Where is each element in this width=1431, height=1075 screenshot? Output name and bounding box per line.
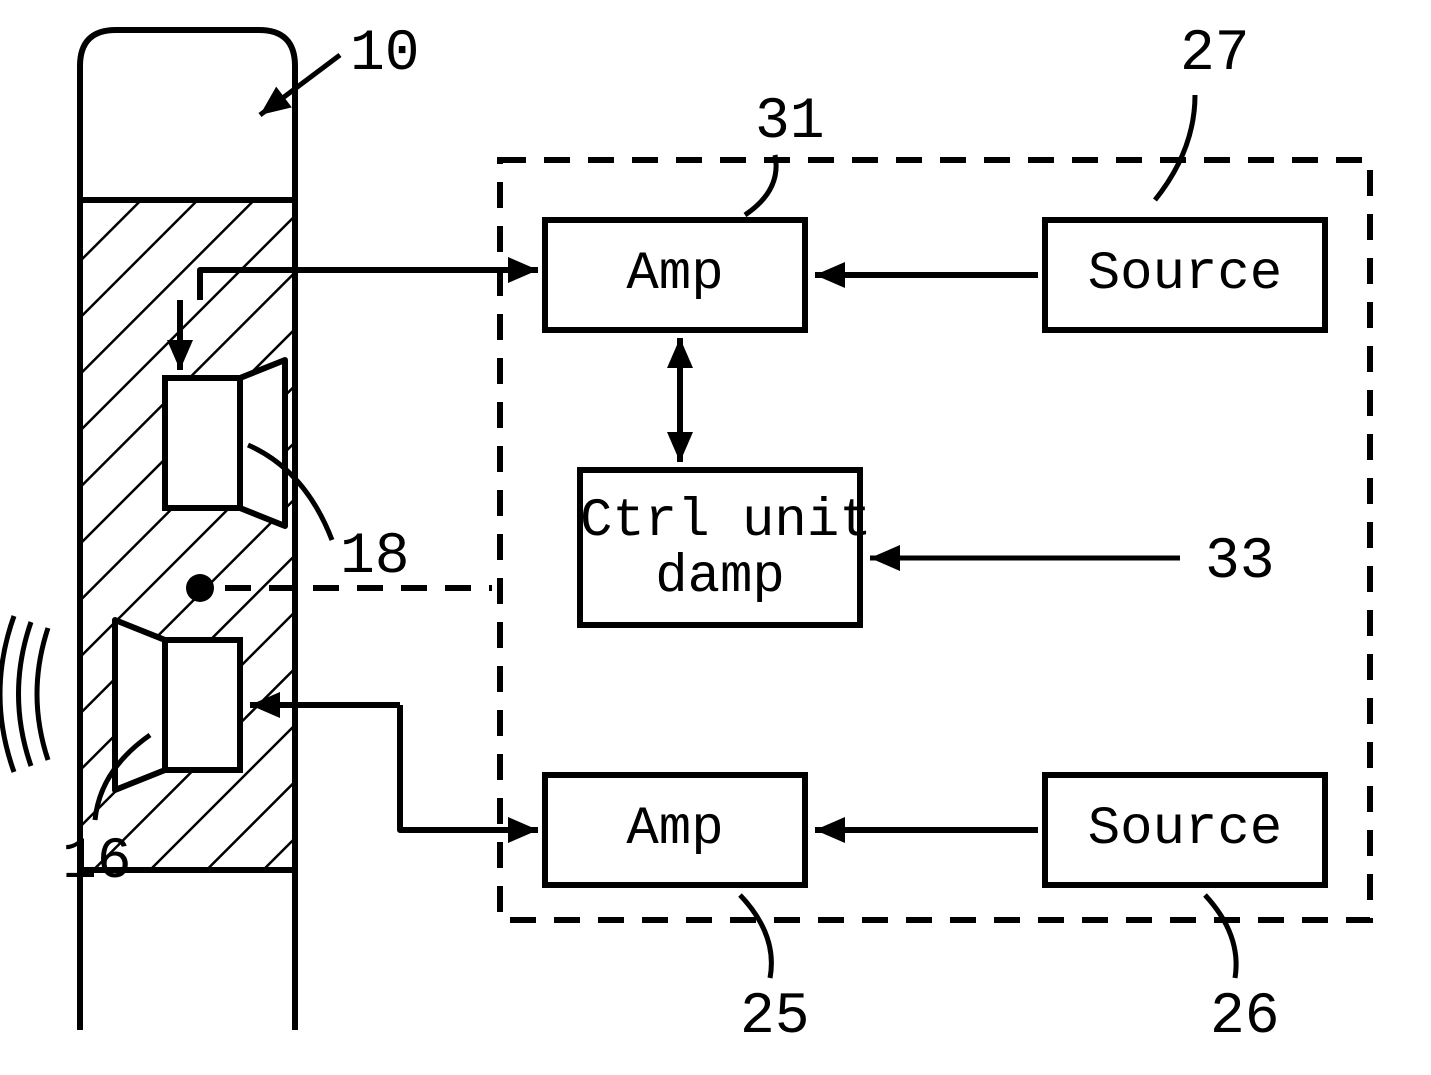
ctrl-label: Ctrl unit damp: [580, 494, 860, 607]
ref-33: 33: [1205, 530, 1275, 595]
ref-25: 25: [740, 985, 810, 1050]
source_bot-label: Source: [1045, 802, 1325, 859]
source_top-label: Source: [1045, 247, 1325, 304]
ref-27: 27: [1180, 22, 1250, 87]
ref-26: 26: [1210, 985, 1280, 1050]
ref-31: 31: [755, 90, 825, 155]
ref-10: 10: [350, 22, 420, 87]
amp_bot-label: Amp: [545, 802, 805, 859]
amp_top-label: Amp: [545, 247, 805, 304]
ref-18: 18: [340, 525, 410, 590]
ref-16: 16: [62, 830, 132, 895]
